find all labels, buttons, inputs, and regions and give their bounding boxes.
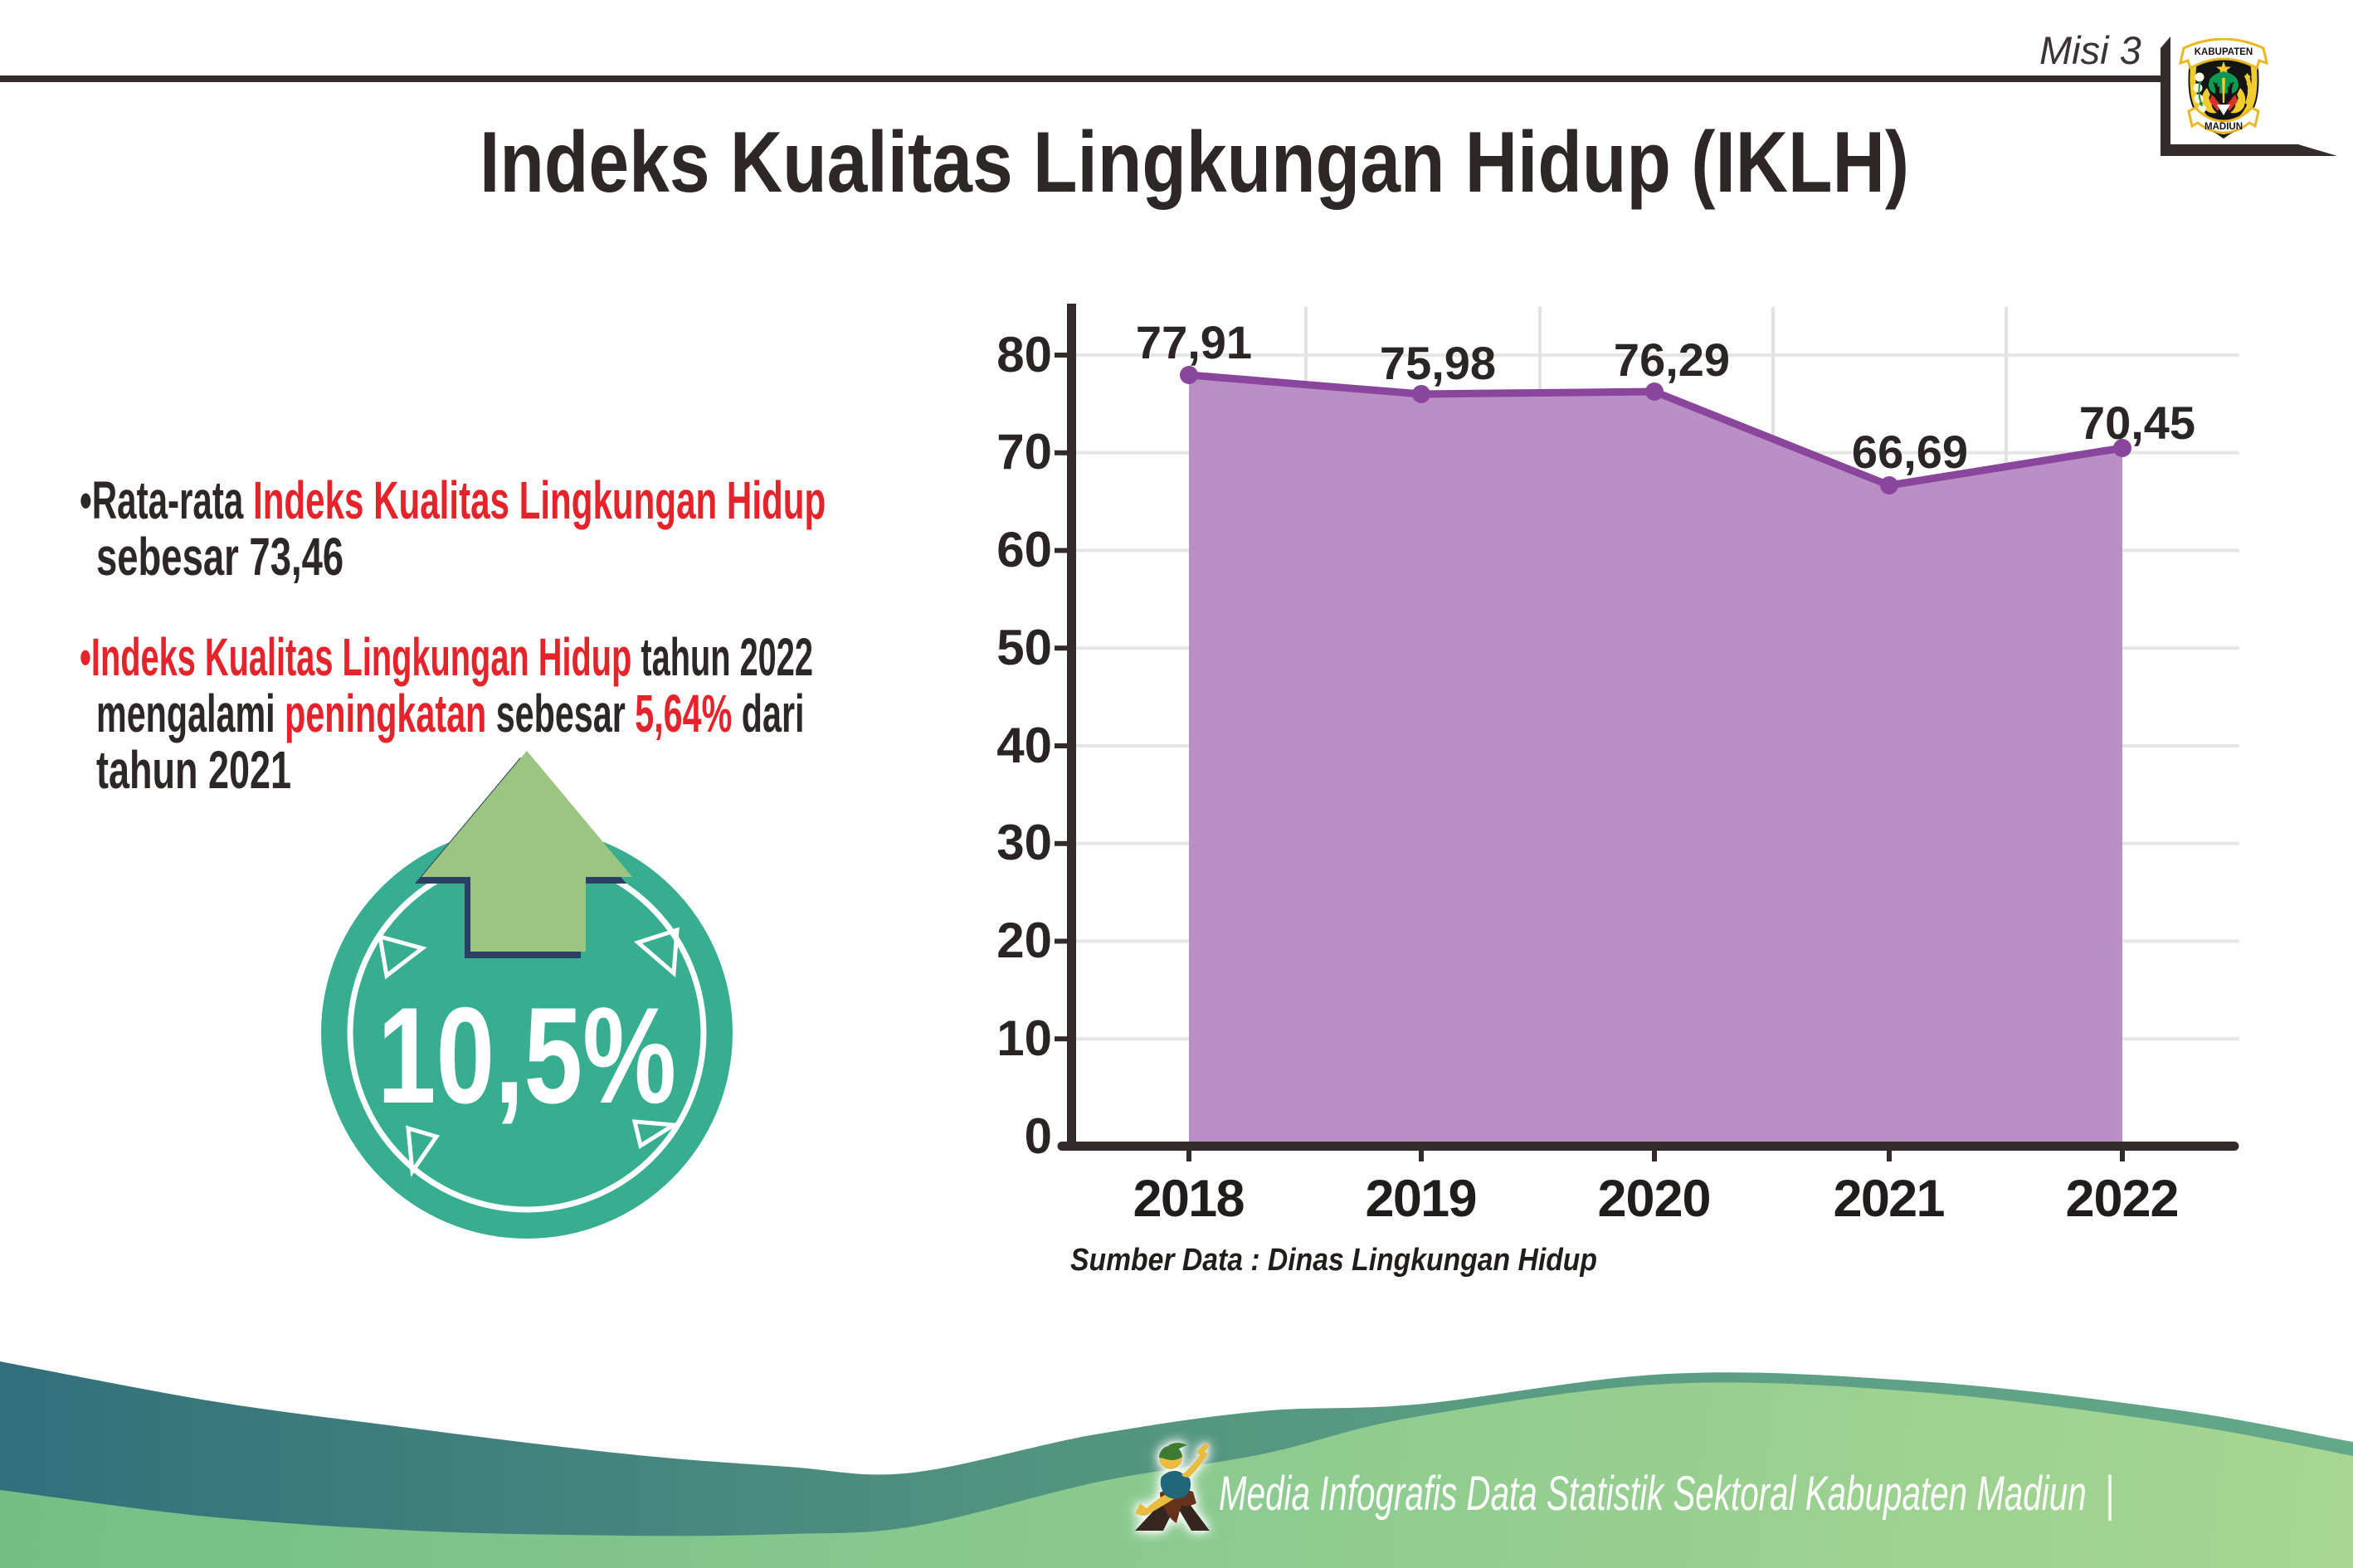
- svg-text:2021: 2021: [1834, 1170, 1946, 1228]
- svg-text:KABUPATEN: KABUPATEN: [2195, 47, 2253, 57]
- svg-text:80: 80: [996, 327, 1052, 382]
- svg-text:60: 60: [996, 522, 1052, 577]
- svg-text:76,29: 76,29: [1614, 334, 1730, 386]
- svg-text:50: 50: [996, 620, 1052, 675]
- svg-text:Sumber Data : Dinas Lingkungan: Sumber Data : Dinas Lingkungan Hidup: [1070, 1243, 1597, 1278]
- svg-text:70: 70: [996, 424, 1052, 480]
- svg-text:10: 10: [996, 1010, 1052, 1066]
- svg-text:75,98: 75,98: [1380, 337, 1496, 389]
- svg-text:77,91: 77,91: [1136, 316, 1252, 368]
- svg-text:66,69: 66,69: [1852, 426, 1968, 478]
- svg-text:MADIUN: MADIUN: [2204, 122, 2243, 132]
- svg-text:20: 20: [996, 913, 1052, 968]
- svg-text:40: 40: [996, 718, 1052, 773]
- svg-text:30: 30: [996, 815, 1052, 870]
- svg-text:70,45: 70,45: [2079, 397, 2195, 449]
- svg-text:0: 0: [1025, 1108, 1052, 1164]
- svg-text:2022: 2022: [2066, 1170, 2180, 1228]
- svg-text:2018: 2018: [1133, 1170, 1245, 1228]
- svg-text:10,5%: 10,5%: [378, 980, 676, 1132]
- svg-text:2020: 2020: [1598, 1170, 1712, 1228]
- svg-text:2019: 2019: [1366, 1170, 1478, 1228]
